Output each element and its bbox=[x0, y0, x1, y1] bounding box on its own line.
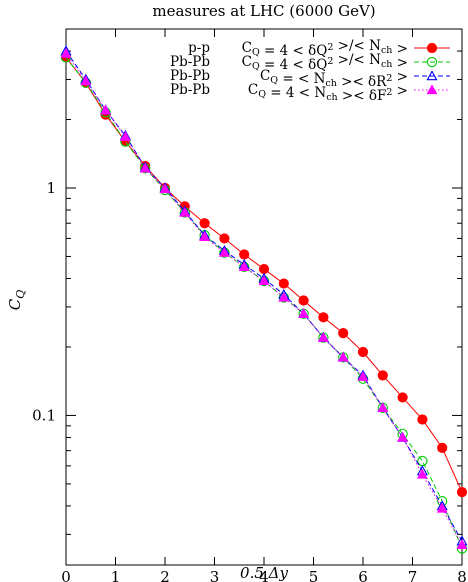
data-point bbox=[397, 431, 409, 442]
legend: p-p CQ = 4 < δQ2 >/< Nch > Pb-Pb CQ = 4 < δ… bbox=[170, 38, 450, 104]
data-point bbox=[318, 312, 329, 323]
x-tick-label: 5 bbox=[309, 568, 319, 582]
legend-formula: CQ = 4 < δQ2 >/< Nch > bbox=[242, 52, 408, 73]
data-point bbox=[278, 278, 289, 289]
data-point bbox=[119, 131, 131, 141]
data-point bbox=[298, 308, 310, 318]
data-point bbox=[278, 291, 290, 302]
data-point bbox=[239, 249, 250, 260]
data-point bbox=[298, 295, 309, 306]
series-3 bbox=[60, 45, 468, 546]
data-point bbox=[238, 261, 250, 272]
data-point bbox=[60, 47, 72, 58]
legend-marker bbox=[426, 56, 438, 68]
data-point bbox=[456, 487, 468, 498]
data-point bbox=[258, 263, 270, 275]
data-point bbox=[377, 370, 388, 381]
data-point bbox=[417, 414, 428, 425]
data-point bbox=[219, 233, 230, 244]
data-point bbox=[416, 468, 428, 479]
x-tick-label: 2 bbox=[160, 568, 170, 582]
legend-label: Pb-Pb bbox=[170, 68, 210, 84]
data-point bbox=[179, 206, 191, 217]
x-tick-label: 0 bbox=[61, 568, 71, 582]
x-tick-label: 6 bbox=[358, 568, 368, 582]
legend-entry: Pb-Pb CQ = 4 < δQ2 >/< Nch > bbox=[170, 52, 450, 73]
data-point bbox=[80, 75, 92, 86]
legend-entry: Pb-Pb CQ = 4 < Nch >< δF2 > bbox=[170, 82, 450, 104]
data-point bbox=[456, 539, 468, 549]
legend-label: Pb-Pb bbox=[170, 82, 210, 98]
x-tick-label: 7 bbox=[408, 568, 418, 582]
chart-title: measures at LHC (6000 GeV) bbox=[152, 2, 375, 20]
y-tick-label: 1 bbox=[46, 179, 56, 197]
data-point bbox=[159, 183, 171, 194]
data-point bbox=[437, 442, 448, 453]
series-layer bbox=[60, 45, 468, 554]
data-point bbox=[337, 351, 349, 362]
data-point bbox=[100, 104, 112, 115]
legend-marker bbox=[426, 84, 438, 95]
data-point bbox=[357, 346, 369, 358]
series-line bbox=[65, 53, 463, 546]
series-line bbox=[65, 50, 463, 542]
legend-marker bbox=[426, 42, 438, 54]
legend-formula: CQ = 4 < δQ2 >/< Nch > bbox=[242, 38, 408, 59]
legend-formula: CQ = 4 < Nch >< δF2 > bbox=[248, 82, 408, 104]
data-point bbox=[417, 455, 428, 467]
series-2 bbox=[60, 52, 468, 554]
legend-marker bbox=[426, 70, 438, 81]
data-point bbox=[258, 275, 270, 286]
data-point bbox=[199, 218, 210, 229]
data-point bbox=[357, 371, 369, 381]
legend-label: p-p bbox=[188, 40, 210, 56]
data-point bbox=[436, 502, 448, 513]
series-4 bbox=[60, 47, 468, 549]
x-tick-label: 1 bbox=[111, 568, 121, 582]
legend-entry: Pb-Pb CQ = < Nch >< δR2 > bbox=[170, 68, 450, 90]
y-tick-label: 0.1 bbox=[32, 406, 56, 424]
data-point bbox=[199, 231, 211, 241]
data-point bbox=[338, 328, 349, 339]
y-axis-label: CQ bbox=[6, 290, 27, 311]
x-tick-label: 4 bbox=[259, 568, 269, 582]
x-axis-label: 0.5 Δy bbox=[240, 564, 288, 582]
legend-entry: p-p CQ = 4 < δQ2 >/< Nch > bbox=[188, 38, 450, 59]
legend-formula: CQ = < Nch >< δR2 > bbox=[260, 68, 408, 90]
data-point bbox=[317, 331, 329, 342]
x-tick-label: 8 bbox=[457, 568, 467, 582]
data-point bbox=[397, 392, 408, 403]
legend-label: Pb-Pb bbox=[170, 54, 210, 70]
x-tick-label: 3 bbox=[210, 568, 220, 582]
x-axis: 0 1 2 3 4 5 6 7 8 bbox=[61, 29, 467, 582]
data-point bbox=[139, 162, 151, 173]
plot-frame bbox=[65, 28, 463, 566]
data-point bbox=[377, 402, 389, 413]
y-axis: 0.11 bbox=[32, 28, 462, 535]
data-point bbox=[218, 246, 230, 257]
